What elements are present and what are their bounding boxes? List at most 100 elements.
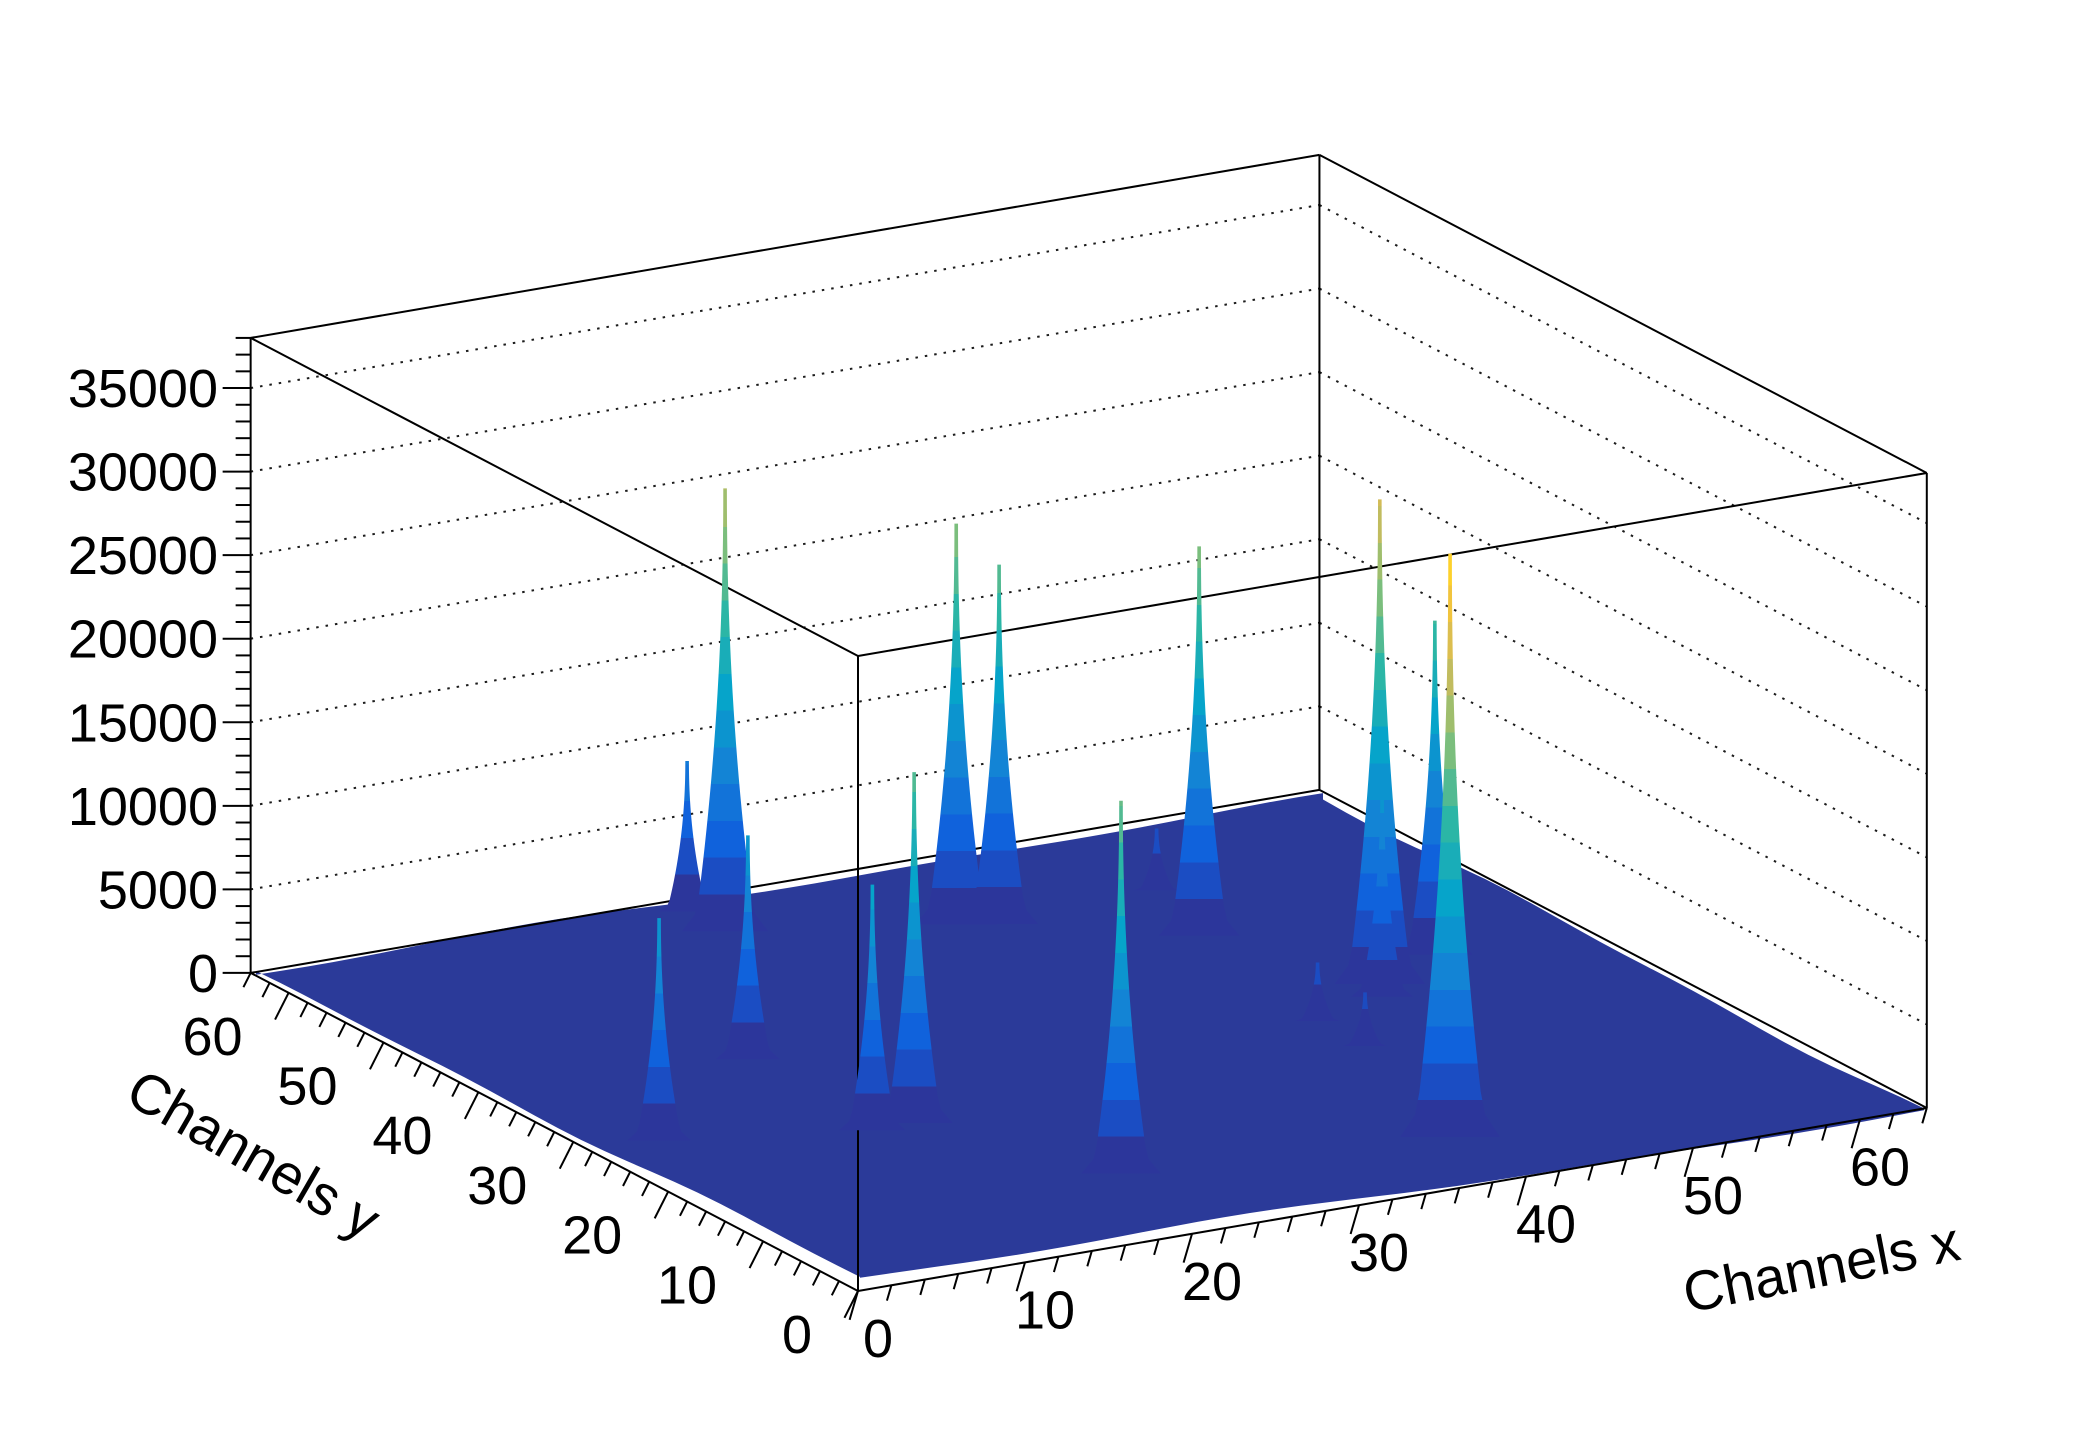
tick-mark <box>1553 1170 1561 1187</box>
tick-mark <box>558 1141 575 1170</box>
peak-spike <box>715 835 780 1060</box>
z-tick-label: 20000 <box>68 610 218 670</box>
peak-spike <box>960 564 1039 924</box>
tick-mark <box>1052 1256 1060 1273</box>
tick-mark <box>1119 1244 1127 1261</box>
y-tick-label: 40 <box>372 1106 432 1166</box>
z-gridline-right-wall <box>1318 371 1928 692</box>
y-tick-label: 60 <box>183 1007 243 1067</box>
tick-mark <box>1850 1119 1861 1149</box>
peak-spike <box>1294 962 1341 1022</box>
tick-mark <box>1620 1159 1628 1176</box>
tick-mark <box>1654 1153 1661 1170</box>
tick-mark <box>1887 1113 1895 1130</box>
tick-mark <box>413 1061 423 1078</box>
tick-mark <box>698 1211 708 1227</box>
tick-mark <box>584 1151 594 1167</box>
tick-mark <box>261 982 271 998</box>
tick-mark <box>369 1042 385 1070</box>
z-gridline-right-wall <box>1318 287 1928 608</box>
frame-edge <box>1318 153 1928 474</box>
peak-spike <box>1400 553 1500 1137</box>
z-gridline-right-wall <box>1318 538 1928 859</box>
z-gridline-left-wall <box>250 204 1320 390</box>
x-tick-label: 30 <box>1349 1223 1409 1283</box>
tick-mark <box>508 1111 518 1127</box>
surface-base <box>256 793 1924 1278</box>
tick-mark <box>1219 1227 1227 1244</box>
tick-mark <box>1320 1210 1327 1227</box>
peak-spike <box>1342 992 1388 1046</box>
x-tick-label: 40 <box>1516 1195 1576 1255</box>
z-gridline-left-wall <box>250 538 1320 724</box>
tick-mark <box>885 1285 893 1301</box>
y-tick-label: 0 <box>782 1305 812 1365</box>
tick-mark <box>318 1012 328 1028</box>
frame-edge <box>250 337 859 657</box>
frame-edge <box>1318 788 1928 1109</box>
peak-spike <box>1334 499 1426 984</box>
tick-mark <box>337 1022 347 1038</box>
peak-spike <box>627 918 692 1141</box>
peak-spike <box>658 760 716 912</box>
z-gridline-right-wall <box>1318 454 1928 775</box>
peak-spike <box>1158 546 1240 936</box>
tick-mark <box>843 1290 859 1319</box>
tick-mark <box>952 1273 960 1290</box>
tick-mark <box>1921 1107 1928 1124</box>
frame-edge <box>857 471 1927 657</box>
tick-mark <box>1015 1262 1026 1292</box>
peak-spike <box>1081 800 1161 1174</box>
z-gridlines <box>250 204 1928 1026</box>
tick-mark <box>1386 1199 1394 1216</box>
tick-mark <box>748 1240 764 1269</box>
tick-mark <box>527 1121 537 1137</box>
tick-mark <box>736 1230 746 1247</box>
surface-base-polygon <box>256 793 1924 1278</box>
x-tick-label: 10 <box>1015 1280 1075 1340</box>
tick-mark <box>653 1191 670 1219</box>
z-gridline-left-wall <box>250 371 1320 557</box>
tick-mark <box>1182 1233 1193 1263</box>
axis-ticks <box>222 336 1928 1321</box>
tick-mark <box>1587 1164 1594 1181</box>
tick-mark <box>1153 1239 1160 1256</box>
tick-mark <box>242 972 252 988</box>
z-gridline-right-wall <box>1318 621 1928 942</box>
peak-spike <box>681 488 769 932</box>
x-tick-label: 0 <box>863 1309 893 1369</box>
tick-mark <box>394 1051 404 1068</box>
z-tick-label: 15000 <box>68 693 218 753</box>
tick-mark <box>356 1032 366 1048</box>
x-axis-title: Channels x <box>1678 1209 1965 1324</box>
tick-mark <box>641 1181 651 1197</box>
x-tick-label: 50 <box>1683 1166 1743 1226</box>
z-tick-label: 10000 <box>68 777 218 837</box>
tick-mark <box>1516 1176 1527 1206</box>
peak-spike <box>915 523 998 925</box>
tick-mark <box>451 1081 461 1097</box>
tick-mark <box>463 1091 480 1120</box>
tick-mark <box>603 1161 613 1177</box>
tick-mark <box>489 1101 499 1117</box>
tick-mark <box>274 992 290 1021</box>
tick-mark <box>1086 1250 1093 1267</box>
peak-spike <box>839 884 906 1131</box>
frame-edge <box>250 153 1320 339</box>
tick-mark <box>546 1131 556 1147</box>
tick-mark <box>1253 1222 1260 1238</box>
z-gridline-left-wall <box>250 287 1320 473</box>
z-tick-label: 0 <box>188 944 218 1004</box>
x-tick-label: 20 <box>1182 1252 1242 1312</box>
tick-mark <box>919 1279 926 1296</box>
z-gridline-left-wall <box>250 705 1320 891</box>
y-tick-label: 50 <box>277 1057 337 1117</box>
surface-plot-figure: 0 10 20 30 40 50 60 0 10 20 30 40 50 60 0 5000 10000 1500… <box>40 16 2088 1432</box>
y-tick-label: 10 <box>657 1255 717 1315</box>
tick-mark <box>1683 1147 1694 1178</box>
y-tick-label: 20 <box>562 1206 622 1266</box>
z-tick-label: 5000 <box>98 860 218 920</box>
tick-mark <box>1487 1182 1494 1198</box>
peak-spike <box>875 772 953 1124</box>
y-axis-title: Channels y <box>117 1057 391 1252</box>
